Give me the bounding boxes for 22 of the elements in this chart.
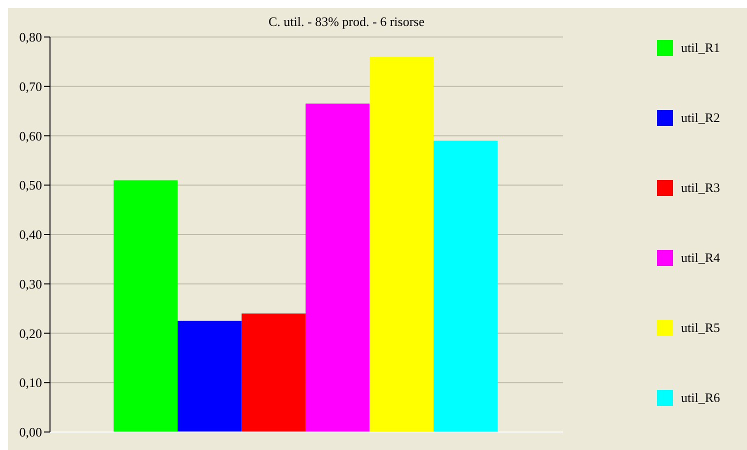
legend-label: util_R6	[681, 390, 720, 406]
y-tick-label: 0,40	[19, 227, 42, 242]
y-tick-label: 0,10	[19, 375, 42, 390]
y-tick-label: 0,60	[19, 128, 42, 144]
bar	[242, 314, 306, 432]
legend-label: util_R5	[681, 320, 720, 336]
legend-label: util_R3	[681, 180, 720, 196]
bar	[370, 56, 434, 432]
bar	[114, 180, 178, 432]
y-tick-label: 0,70	[19, 78, 42, 94]
y-tick-label: 0,30	[19, 276, 42, 292]
legend-label: util_R2	[681, 110, 720, 126]
y-tick-label: 0,80	[19, 30, 42, 45]
y-tick-label: 0,00	[19, 424, 42, 440]
chart-title: C. util. - 83% prod. - 6 risorse	[268, 14, 426, 30]
y-tick-label: 0,50	[19, 178, 42, 193]
legend-label: util_R4	[681, 250, 720, 266]
bar	[434, 140, 498, 432]
y-tick-label: 0,20	[19, 326, 42, 341]
bar	[306, 104, 370, 432]
legend-label: util_R1	[681, 40, 720, 56]
bar	[178, 320, 242, 432]
